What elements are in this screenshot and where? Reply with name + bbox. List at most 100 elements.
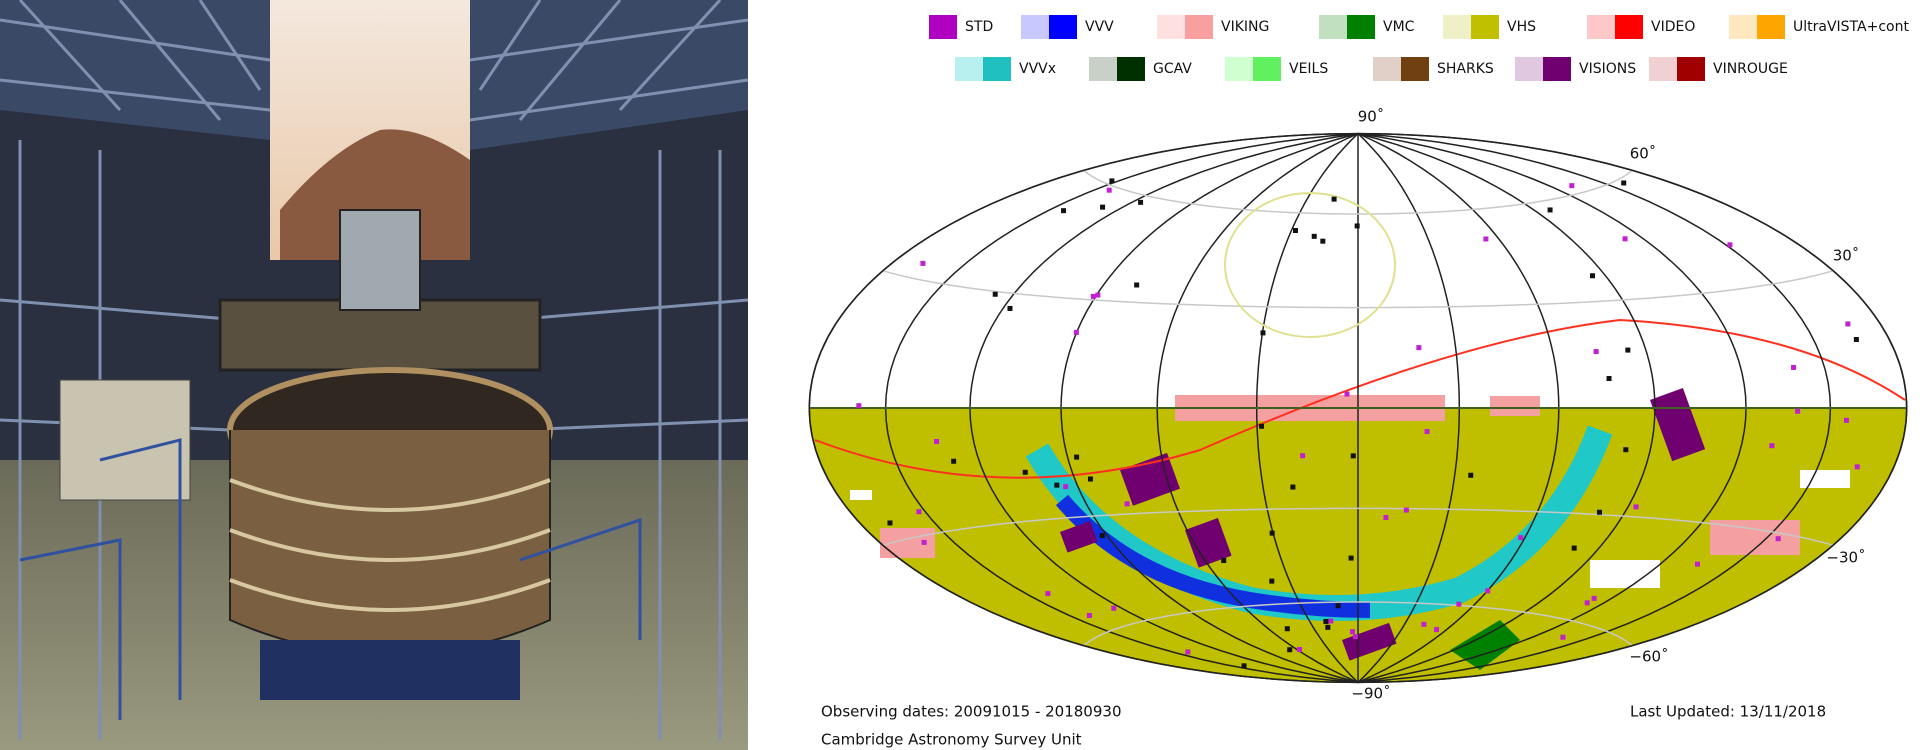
pointing <box>1625 347 1631 353</box>
pointing <box>1073 329 1079 335</box>
galactic-plane <box>814 318 1906 479</box>
pointing <box>1328 618 1334 624</box>
legend-swatch <box>955 57 983 81</box>
pointing <box>856 403 862 409</box>
pointing <box>1547 207 1553 213</box>
legend-label: VINROUGE <box>1713 61 1788 77</box>
legend-label: VMC <box>1383 19 1415 35</box>
legend-label: VISIONS <box>1579 61 1636 77</box>
visions-patch <box>1342 622 1397 661</box>
gap <box>850 490 872 500</box>
legend-swatch <box>1021 15 1049 39</box>
legend-swatch <box>1677 57 1705 81</box>
legend-swatch <box>1319 15 1347 39</box>
legend-swatch <box>929 15 957 39</box>
pointing <box>1061 208 1067 214</box>
pointing <box>1518 535 1524 541</box>
pointing <box>1769 443 1775 449</box>
latitude-label: −30˚ <box>1826 549 1865 567</box>
legend-swatch <box>1117 57 1145 81</box>
latitude-label: −60˚ <box>1629 648 1668 666</box>
pointing <box>1311 233 1317 239</box>
legend-swatch <box>1347 15 1375 39</box>
pointing <box>1727 242 1733 248</box>
map-border <box>808 132 1908 684</box>
pointing <box>1138 199 1144 205</box>
pointing <box>1300 453 1306 459</box>
legend-label: STD <box>965 19 993 35</box>
pointing <box>1434 627 1440 633</box>
pointing <box>1111 605 1117 611</box>
pointing <box>1483 236 1489 242</box>
pointing <box>1086 612 1092 618</box>
pointing <box>1853 336 1859 342</box>
pointing <box>1134 282 1140 288</box>
visions-patch <box>1060 521 1098 553</box>
pointing <box>1560 634 1566 640</box>
pointing <box>1045 591 1051 597</box>
pointing <box>1845 321 1851 327</box>
legend-label: VVV <box>1085 19 1114 35</box>
legend-label: VHS <box>1507 19 1536 35</box>
pointing <box>1095 292 1101 298</box>
pointing <box>1349 629 1355 635</box>
pointing <box>1597 509 1603 515</box>
pointing <box>1348 555 1354 561</box>
pointing <box>1775 536 1781 542</box>
pointing <box>1633 504 1639 510</box>
legend-swatch <box>1649 57 1677 81</box>
legend-label: SHARKS <box>1437 61 1494 77</box>
pointing <box>1022 469 1028 475</box>
parallel <box>1083 601 1633 647</box>
pointing <box>1621 180 1627 186</box>
visions-patch <box>1185 518 1232 568</box>
pointing <box>1088 476 1094 482</box>
legend-swatch <box>1515 57 1543 81</box>
telescope-photo <box>0 0 748 750</box>
vhs-outline <box>1224 192 1396 338</box>
pointing <box>1694 561 1700 567</box>
legend-swatch <box>1089 57 1117 81</box>
pointing <box>1344 391 1350 397</box>
pointing <box>1320 238 1326 244</box>
legend-label: VIDEO <box>1651 19 1695 35</box>
legend-swatch <box>1253 57 1281 81</box>
legend-swatch <box>1373 57 1401 81</box>
pointing <box>1259 423 1265 429</box>
pointing <box>1099 533 1105 539</box>
pointing <box>1185 649 1191 655</box>
pointing <box>1063 484 1069 490</box>
pointing <box>1100 204 1106 210</box>
legend-swatch <box>983 57 1011 81</box>
parallel <box>1083 169 1633 215</box>
pointing <box>1571 545 1577 551</box>
pointing <box>1335 603 1341 609</box>
latitude-label: −90˚ <box>1351 685 1390 703</box>
pointing <box>1591 595 1597 601</box>
pointing <box>1593 349 1599 355</box>
pointing <box>1354 223 1360 229</box>
legend-swatch <box>1225 57 1253 81</box>
pointing <box>1424 428 1430 434</box>
pointing <box>1590 273 1596 279</box>
pointing <box>1269 578 1275 584</box>
pointing <box>1124 501 1130 507</box>
pointing <box>934 439 940 445</box>
vmc-patch <box>1450 620 1520 670</box>
legend-swatch <box>1471 15 1499 39</box>
legend-label: GCAV <box>1153 61 1192 77</box>
observing-dates: Observing dates: 20091015 - 20180930 <box>821 703 1121 721</box>
pointing <box>1325 624 1331 630</box>
pointing <box>951 458 957 464</box>
pointing <box>887 520 893 526</box>
legend-swatch <box>1587 15 1615 39</box>
legend-swatch <box>1401 57 1429 81</box>
pointing <box>1421 621 1427 627</box>
legend-label: VVVx <box>1019 61 1056 77</box>
latitude-label: 60˚ <box>1630 145 1657 163</box>
pointing <box>1584 600 1590 606</box>
pointing <box>1350 453 1356 459</box>
pointing <box>1260 330 1266 336</box>
pointing <box>1403 507 1409 513</box>
